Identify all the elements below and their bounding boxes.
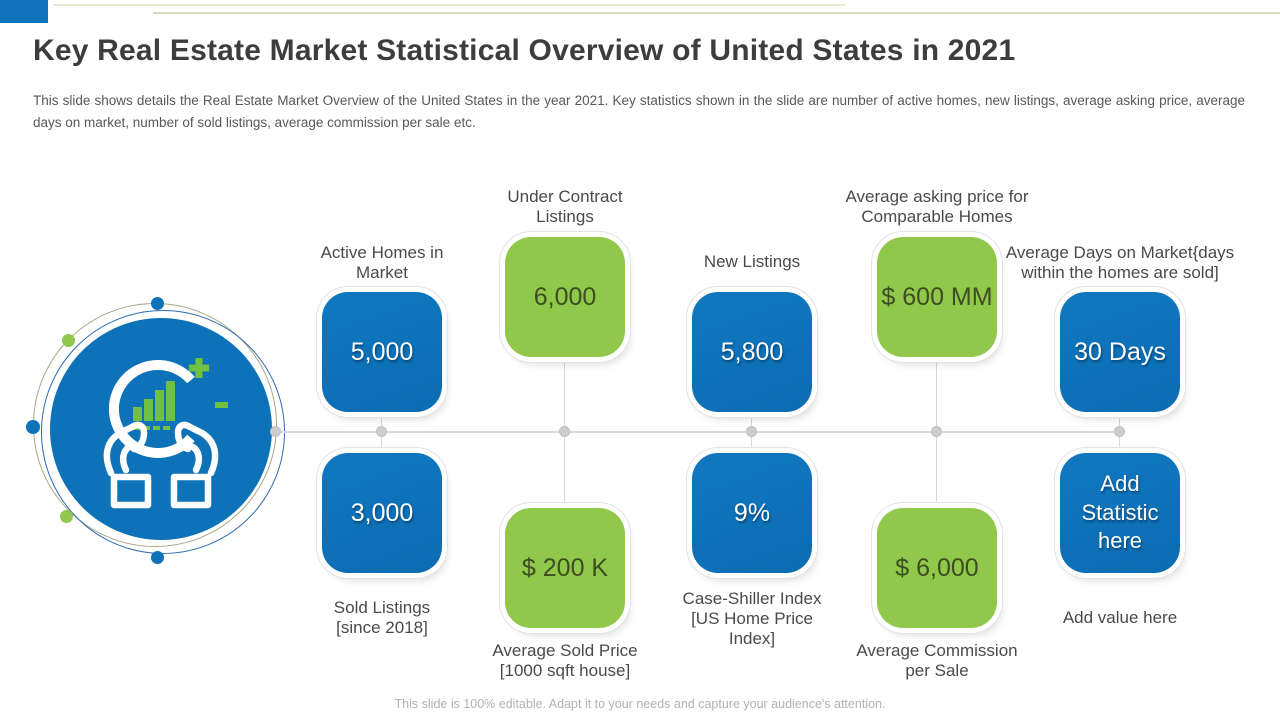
main-circle xyxy=(50,318,272,540)
stat-box-average-commission: $ 6,000 xyxy=(877,508,997,628)
decor-dot-upper-left xyxy=(62,334,75,347)
stat-box-sold-listings: 3,000 xyxy=(322,453,442,573)
stat-box-average-sold-price: $ 200 K xyxy=(505,508,625,628)
stat-label-active-homes: Active Homes in Market xyxy=(320,243,444,283)
timeline-node-dot xyxy=(746,426,757,437)
stat-box-asking-price: $ 600 MM xyxy=(877,237,997,357)
left-hand-icon xyxy=(103,421,152,509)
stat-label-new-listings: New Listings xyxy=(703,252,801,271)
stat-label-sold-listings: Sold Listings [since 2018] xyxy=(333,598,431,638)
stat-box-case-shiller: 9% xyxy=(692,453,812,573)
stat-box-under-contract: 6,000 xyxy=(505,237,625,357)
page-title: Key Real Estate Market Statistical Overv… xyxy=(33,34,1016,67)
hands-holding-growth-chart-icon xyxy=(103,358,228,509)
timeline-node-dot xyxy=(376,426,387,437)
decor-dot-lower-left xyxy=(60,510,73,523)
decor-dot-top xyxy=(151,297,164,310)
plus-icon xyxy=(189,358,209,378)
top-divider-line-2 xyxy=(153,12,1280,14)
stat-label-days-on-market: Average Days on Market{days within the h… xyxy=(1005,243,1235,283)
timeline-line xyxy=(275,431,1120,433)
corner-accent-rect xyxy=(0,0,48,23)
stat-box-new-listings: 5,800 xyxy=(692,292,812,412)
stat-label-asking-price: Average asking price for Comparable Home… xyxy=(845,187,1029,227)
stat-box-add-statistic: Add Statistic here xyxy=(1060,453,1180,573)
stat-label-average-commission: Average Commission per Sale xyxy=(856,641,1018,681)
timeline-node-dot xyxy=(270,426,281,437)
stat-label-add-value: Add value here xyxy=(1062,608,1178,627)
slide-description: This slide shows details the Real Estate… xyxy=(33,93,1245,130)
decor-dot-bottom xyxy=(151,551,164,564)
stat-label-under-contract: Under Contract Listings xyxy=(507,187,623,227)
stat-label-case-shiller: Case-Shiller Index [US Home Price Index] xyxy=(682,589,822,649)
growth-ring-icon xyxy=(108,360,195,458)
timeline-node-dot xyxy=(559,426,570,437)
footer-note: This slide is 100% editable. Adapt it to… xyxy=(394,697,886,711)
stat-label-average-sold-price: Average Sold Price [1000 sqft house] xyxy=(492,641,638,681)
top-divider-line-1 xyxy=(53,4,845,6)
stat-box-days-on-market: 30 Days xyxy=(1060,292,1180,412)
timeline-node-dot xyxy=(931,426,942,437)
stat-box-active-homes: 5,000 xyxy=(322,292,442,412)
timeline-node-dot xyxy=(1114,426,1125,437)
right-hand-icon xyxy=(170,421,219,509)
decor-dot-left xyxy=(26,420,40,434)
